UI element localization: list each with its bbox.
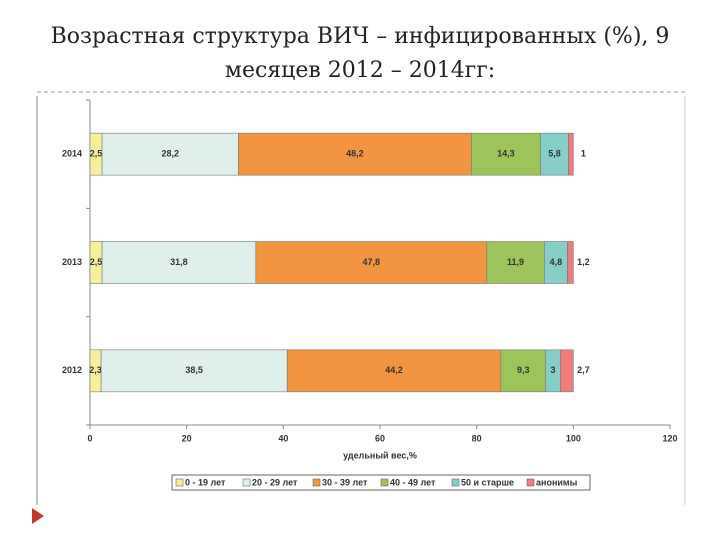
data-label: 2,3 <box>89 365 102 375</box>
bar-segment <box>101 132 239 176</box>
slide-arrow <box>32 508 44 524</box>
bar-segment <box>568 132 574 176</box>
data-label: 1 <box>581 149 586 159</box>
x-tick-label: 40 <box>278 433 288 443</box>
x-tick-label: 100 <box>566 433 581 443</box>
data-label: 1,2 <box>577 257 590 267</box>
legend-label: 20 - 29 лет <box>252 477 298 487</box>
x-tick-label: 80 <box>472 433 482 443</box>
data-label: 2,5 <box>90 257 103 267</box>
data-label: 2,7 <box>577 365 590 375</box>
slide-title: Возрастная структура ВИЧ – инфицированны… <box>50 24 670 83</box>
bar-segment <box>559 349 574 393</box>
bar-segment <box>100 349 288 393</box>
legend-swatch <box>451 478 460 487</box>
legend-swatch <box>175 478 184 487</box>
bar-segment <box>286 349 502 393</box>
legend-swatch <box>380 478 389 487</box>
bar-segment <box>486 241 545 284</box>
data-label: 38,5 <box>185 365 203 375</box>
data-label: 28,2 <box>161 149 179 159</box>
legend-label: 40 - 49 лет <box>390 477 436 487</box>
data-label: 14,3 <box>497 149 515 159</box>
data-label: 3 <box>551 365 556 375</box>
legend-label: 50 и старше <box>461 477 514 487</box>
data-label: 4,8 <box>550 257 563 267</box>
y-tick-label: 2013 <box>62 257 82 267</box>
x-tick-label: 0 <box>87 433 92 443</box>
x-tick-label: 20 <box>182 433 192 443</box>
legend-swatch <box>526 478 535 487</box>
bar-segment <box>238 132 472 176</box>
x-tick-label: 60 <box>375 433 385 443</box>
legend-swatch <box>242 478 251 487</box>
y-tick-label: 2012 <box>62 365 82 375</box>
bar-segment <box>471 132 541 176</box>
data-label: 9,3 <box>517 365 530 375</box>
data-label: 44,2 <box>385 365 403 375</box>
data-label: 2,5 <box>90 149 103 159</box>
data-label: 11,9 <box>507 257 524 267</box>
x-tick-label: 120 <box>662 433 677 443</box>
data-label: 48,2 <box>346 149 364 159</box>
bar-segment <box>500 349 547 393</box>
data-label: 47,8 <box>363 257 381 267</box>
legend-swatch <box>312 478 321 487</box>
legend-label: анонимы <box>536 477 578 487</box>
legend-label: 0 - 19 лет <box>185 477 226 487</box>
y-tick-label: 2014 <box>62 149 82 159</box>
bar-segment <box>101 241 257 284</box>
bar-segment <box>567 241 574 284</box>
bar-segment <box>540 132 569 176</box>
data-label: 31,8 <box>170 257 188 267</box>
x-axis-label: удельный вес,% <box>343 450 417 460</box>
legend-label: 30 - 39 лет <box>322 477 368 487</box>
data-label: 5,8 <box>548 149 561 159</box>
